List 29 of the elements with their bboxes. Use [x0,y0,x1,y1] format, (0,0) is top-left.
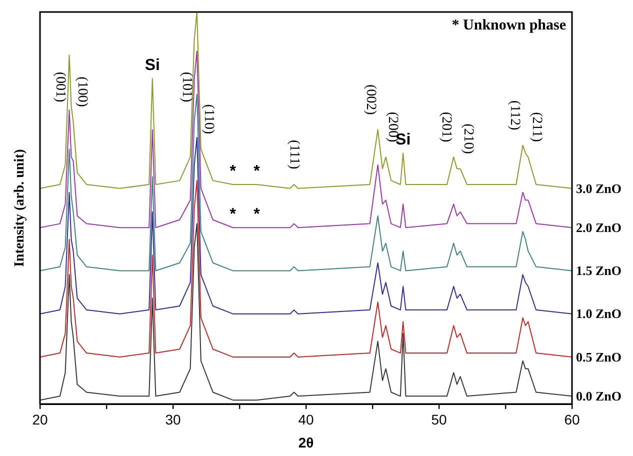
series-label: 1.0 ZnO [576,306,622,322]
annotation: (001) [52,72,68,102]
annotation: (110) [200,104,216,134]
series-label: 0.5 ZnO [576,349,622,364]
annotation: * [230,162,237,180]
x-tick-label: 20 [32,411,48,428]
series-label: 0.0 ZnO [576,388,622,404]
x-tick-label: 60 [564,411,580,428]
annotation: (210) [460,124,476,154]
y-axis-title: Intensity (arb. unit) [12,148,28,267]
series-label: 3.0 ZnO [576,180,622,196]
annotation: (002) [363,84,378,116]
annotation: * [254,206,261,224]
annotation: (111) [286,140,302,170]
series-label: 1.5 ZnO [576,263,622,278]
series-label: 2.0 ZnO [576,220,622,235]
x-axis-title: 2θ [298,434,314,450]
annotation: Si [144,57,160,74]
annotation: * [230,206,237,224]
x-tick-label: 40 [298,411,314,428]
annotation: (112) [506,100,522,131]
annotation: (100) [74,76,90,108]
annotation: (201) [438,112,454,143]
x-tick-label: 50 [431,411,447,428]
annotation: * [254,162,261,180]
annotation: * Unknown phase [452,17,566,34]
annotation: (101) [178,72,194,102]
x-tick-label: 30 [165,411,181,428]
annotation: (211) [528,112,544,142]
